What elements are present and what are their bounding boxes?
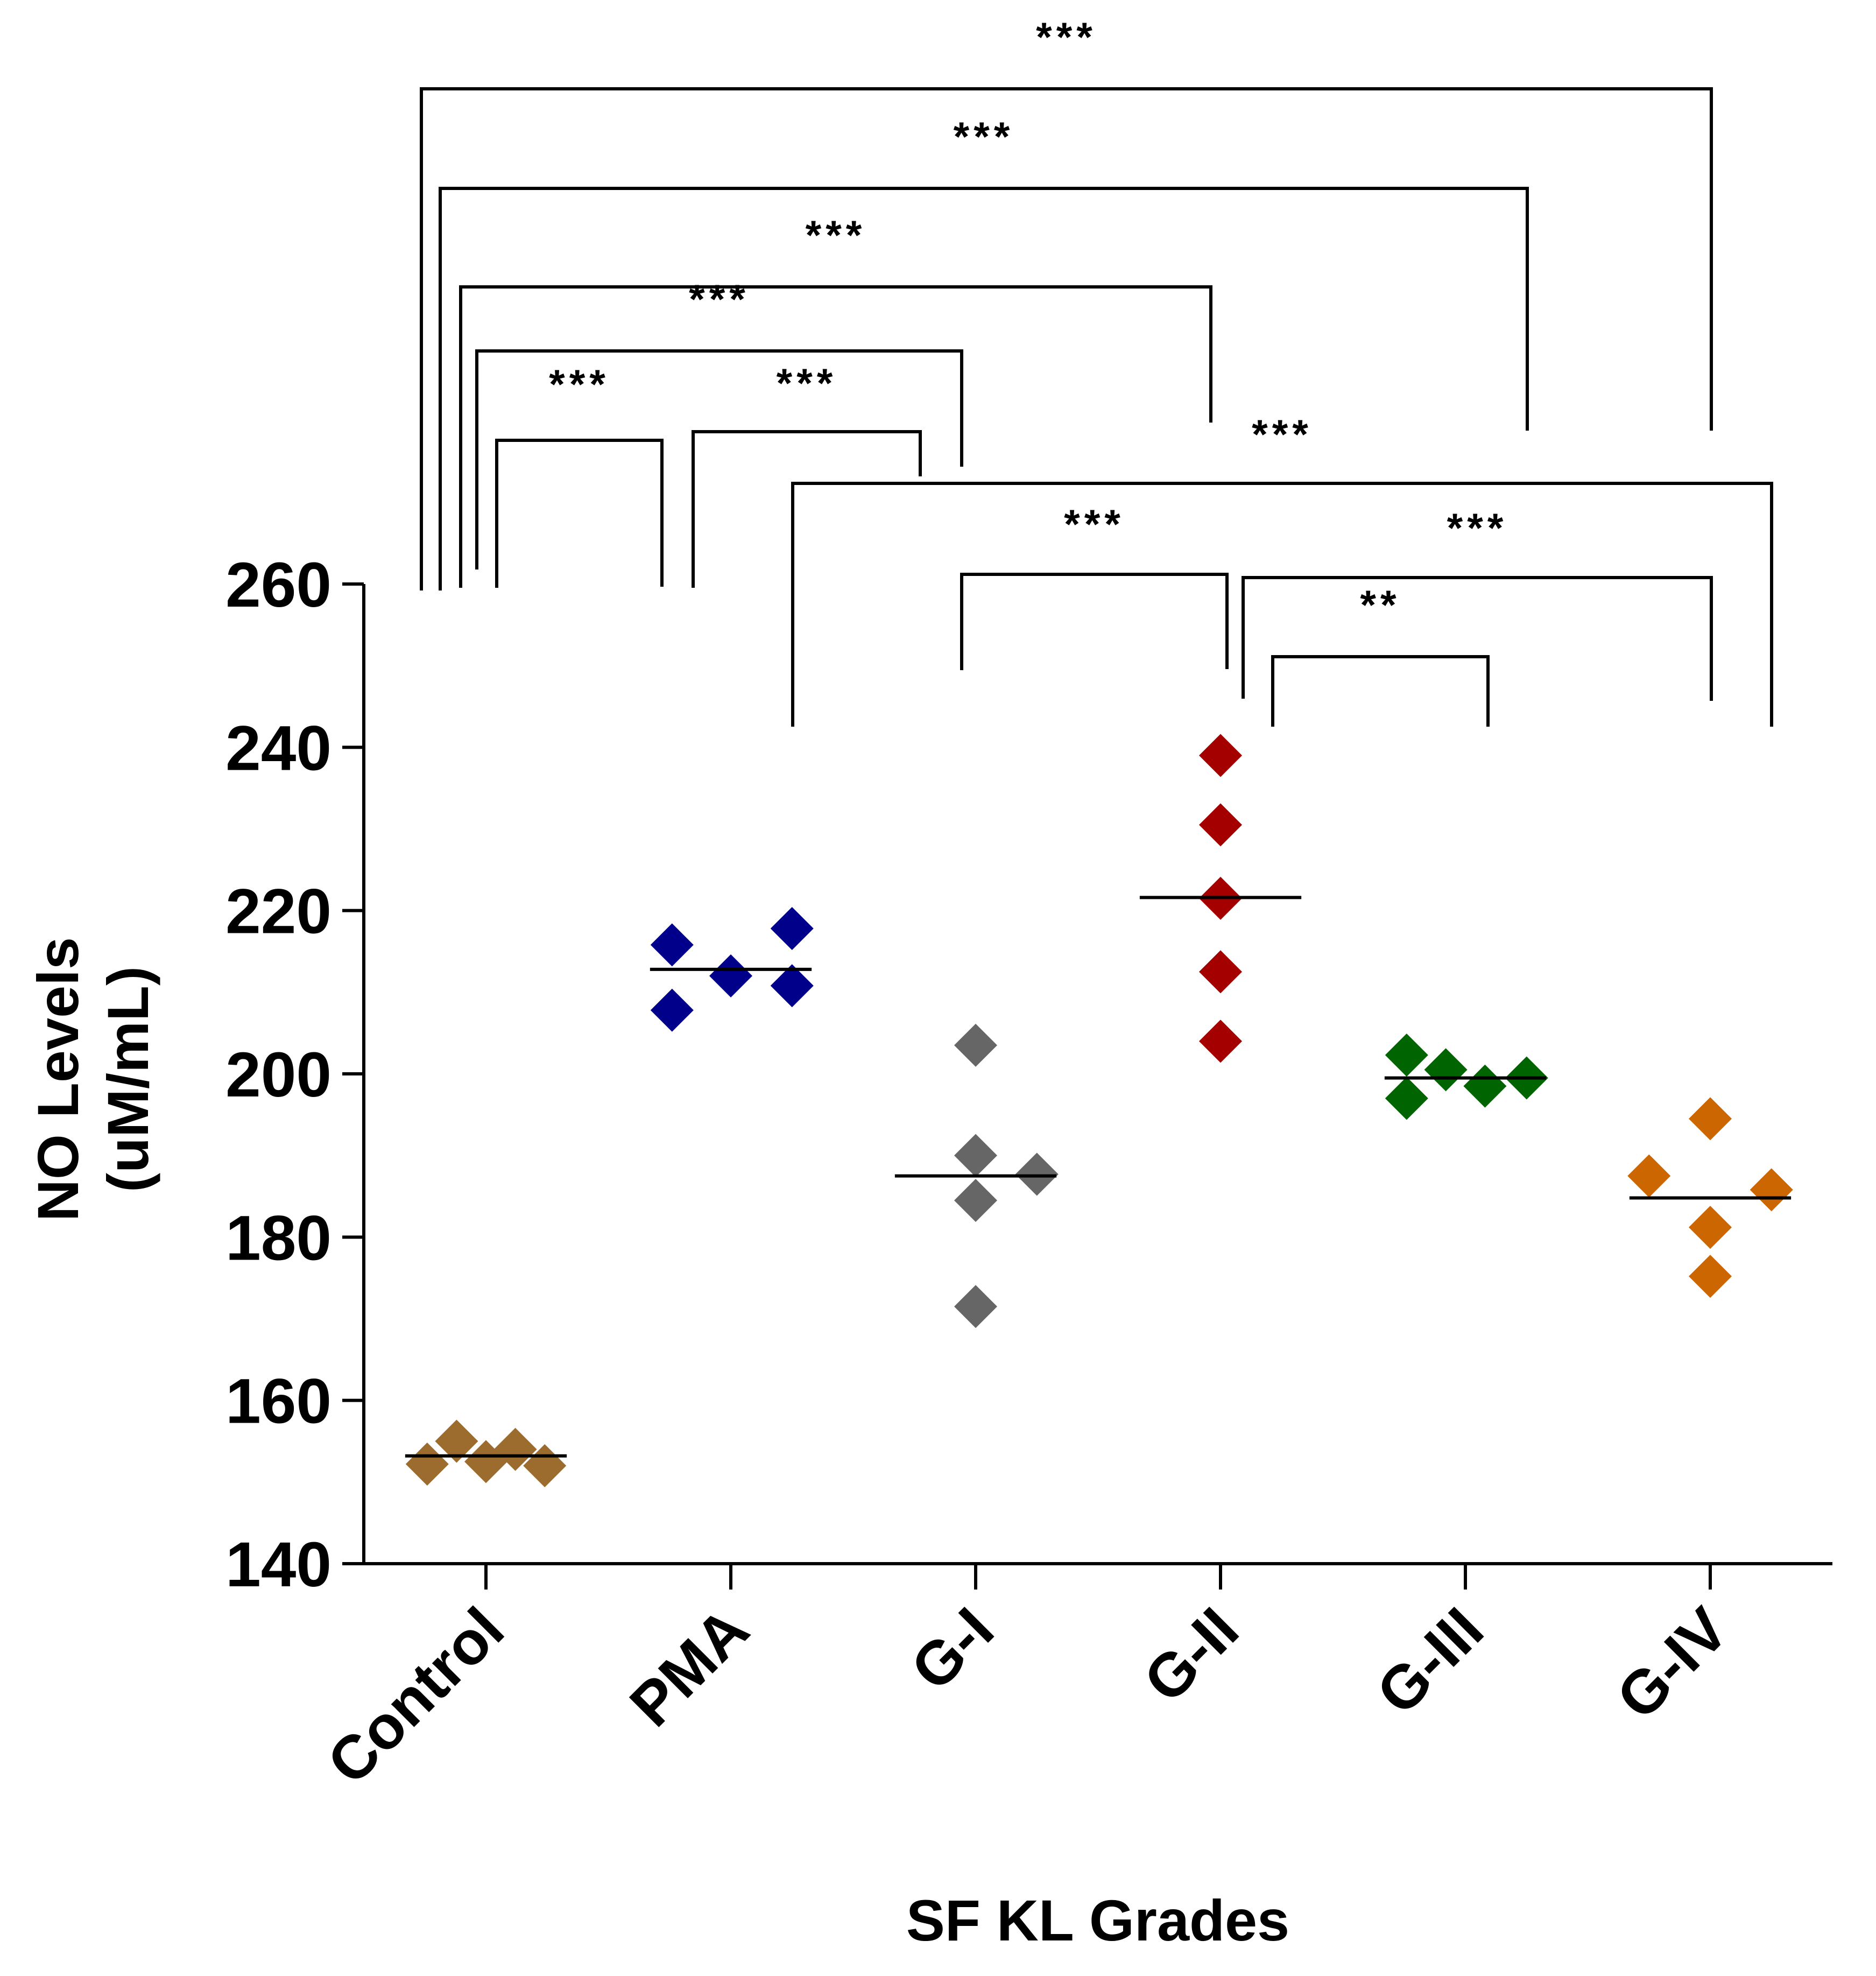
x-tick-label: Control [314, 1595, 517, 1797]
data-point [1199, 734, 1242, 777]
data-point [1385, 1033, 1428, 1077]
data-point [650, 988, 694, 1032]
comparison-bracket [495, 439, 664, 588]
x-tick-label: PMA [617, 1595, 762, 1740]
y-tick-label: 260 [225, 550, 332, 621]
data-point [770, 907, 814, 951]
y-tick-label: 140 [225, 1529, 332, 1600]
significance-label: *** [777, 361, 837, 406]
median-lines [405, 896, 1792, 1458]
data-point [1689, 1097, 1732, 1141]
significance-label: *** [689, 277, 750, 322]
comparison-bracket [1242, 576, 1713, 701]
x-tick-label: G-I [898, 1595, 1007, 1704]
x-axis-title: SF KL Grades [906, 1888, 1289, 1953]
data-point [954, 1179, 997, 1222]
significance-label: ** [1360, 582, 1400, 628]
data-point [1199, 803, 1242, 847]
data-point [1689, 1255, 1732, 1298]
y-tick-label: 240 [225, 713, 332, 784]
data-points [405, 734, 1793, 1487]
comparison-bracket [692, 430, 922, 588]
comparison-bracket [475, 349, 963, 569]
data-point [1424, 1048, 1468, 1092]
x-tick-label: G-III [1364, 1595, 1497, 1728]
data-point [493, 1427, 537, 1471]
data-point [1385, 1077, 1428, 1120]
data-point [1015, 1152, 1059, 1196]
data-point [405, 1442, 449, 1486]
y-tick-label: 160 [225, 1366, 332, 1437]
y-axis-title-line-1: NO Levels [25, 937, 90, 1221]
significance-label: *** [1252, 412, 1313, 458]
y-axis: 140 160 180 200 220 240 260 [225, 550, 365, 1600]
comparison-bracket [1271, 655, 1490, 727]
significance-label: *** [806, 213, 866, 258]
comparison-bracket [439, 187, 1529, 590]
comparison-bracket [420, 87, 1713, 590]
data-point [1689, 1206, 1732, 1249]
data-point [1199, 950, 1242, 994]
data-point [1199, 1019, 1242, 1063]
y-tick-label: 200 [225, 1039, 332, 1110]
y-axis-title-line-2: (uM/mL) [95, 966, 160, 1192]
x-tick-label: G-II [1131, 1595, 1252, 1715]
y-tick-label: 180 [225, 1203, 332, 1274]
y-tick-label: 220 [225, 876, 332, 947]
comparison-bracket [459, 285, 1212, 588]
data-point [954, 1023, 997, 1067]
data-point [954, 1285, 997, 1328]
comparison-bracket [960, 573, 1229, 670]
significance-label: *** [954, 114, 1014, 160]
data-point [435, 1419, 478, 1463]
x-tick-label: G-IV [1604, 1595, 1741, 1733]
data-point [709, 954, 752, 997]
significance-label: *** [1447, 505, 1508, 551]
data-point [1750, 1168, 1793, 1212]
x-axis: Control PMA G-I G-II G-III G-IV [314, 1562, 1832, 1797]
data-point [1463, 1064, 1507, 1108]
comparison-brackets: *************** ********* ***** [420, 15, 1773, 727]
data-point [650, 923, 694, 967]
significance-label: *** [1064, 502, 1125, 547]
data-point [770, 964, 814, 1008]
comparison-bracket [791, 482, 1773, 727]
significance-label: *** [1036, 15, 1097, 60]
data-point [1627, 1154, 1671, 1198]
data-point [954, 1134, 997, 1177]
significance-label: *** [549, 362, 610, 407]
